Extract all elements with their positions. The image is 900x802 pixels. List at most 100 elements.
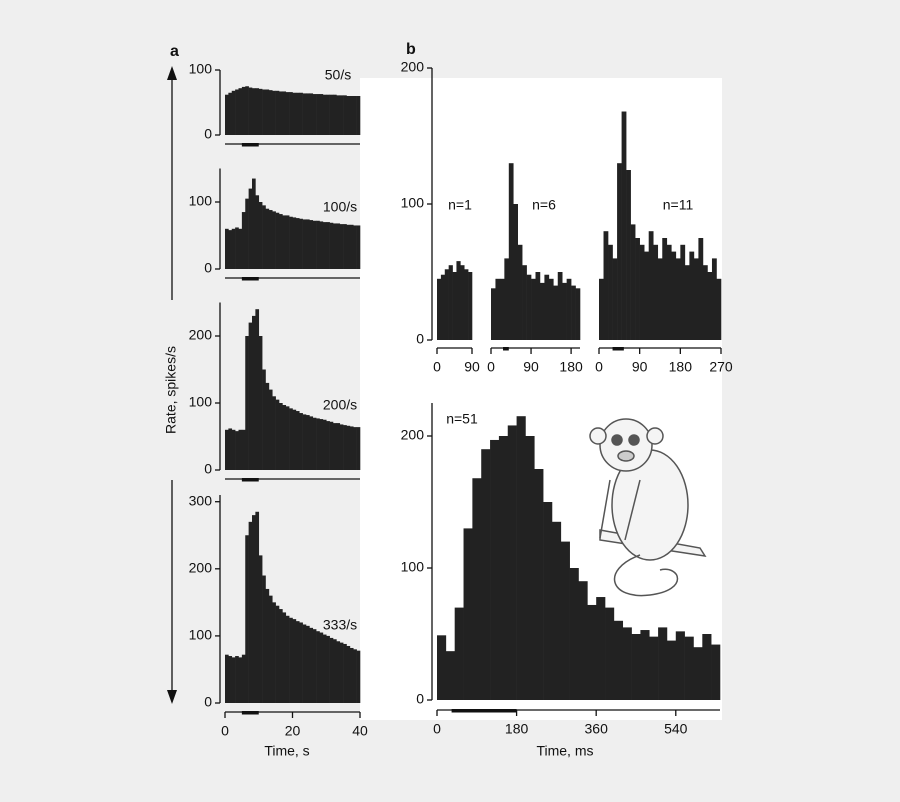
bar: [282, 405, 287, 470]
y-tick-label: 0: [204, 461, 212, 477]
stimulus-bar: [451, 709, 517, 713]
bar: [262, 89, 266, 135]
bar: [319, 221, 324, 269]
bar: [463, 528, 473, 700]
bar: [333, 223, 337, 269]
bar: [302, 93, 307, 135]
bar: [464, 269, 469, 340]
bar: [343, 643, 347, 703]
bar: [336, 641, 341, 703]
bar: [535, 272, 541, 340]
bar: [560, 541, 570, 700]
bar: [299, 413, 303, 470]
bar: [544, 274, 550, 340]
bar: [312, 629, 317, 703]
bar: [258, 336, 263, 470]
bar: [468, 272, 473, 340]
bar: [245, 336, 249, 470]
arrow-head: [167, 690, 177, 704]
bar: [612, 258, 618, 340]
y-tick-label: 200: [189, 327, 213, 343]
bar: [231, 429, 236, 470]
bar: [258, 202, 263, 269]
bar: [275, 90, 280, 135]
bar: [452, 272, 457, 340]
bar: [268, 389, 273, 470]
bar: [238, 228, 243, 269]
bar: [522, 265, 527, 340]
y-tick-label: 200: [401, 59, 425, 75]
bar: [437, 635, 447, 700]
bar: [285, 215, 290, 269]
bar: [292, 409, 297, 470]
bar: [228, 656, 233, 703]
bar: [238, 657, 243, 703]
bar: [356, 650, 361, 703]
x-tick-label: 0: [433, 721, 441, 737]
bar: [440, 274, 446, 340]
y-tick-label: 200: [189, 560, 213, 576]
bar: [285, 406, 290, 470]
bar: [231, 90, 236, 135]
bar: [517, 244, 523, 340]
bar: [543, 502, 553, 700]
bar: [295, 218, 300, 269]
bar: [613, 620, 624, 700]
bar: [356, 427, 361, 470]
x-tick-label: 90: [632, 359, 648, 375]
bar: [326, 94, 330, 135]
y-tick-label: 0: [204, 260, 212, 276]
bar: [255, 88, 260, 135]
bar: [346, 645, 351, 703]
bar: [525, 436, 535, 700]
y-tick-label: 100: [401, 559, 425, 575]
bar: [235, 89, 239, 135]
bar: [716, 278, 722, 340]
bar: [268, 210, 273, 269]
bar: [557, 272, 563, 340]
y-tick-label: 100: [189, 193, 213, 209]
bar: [231, 228, 236, 269]
monkey-sketch: [589, 418, 707, 597]
y-tick-label: 0: [204, 694, 212, 710]
bar: [326, 222, 330, 269]
bar: [265, 382, 270, 470]
bar: [322, 419, 327, 470]
bar: [329, 421, 334, 470]
bar: [333, 639, 337, 703]
bar: [279, 214, 283, 269]
bar: [658, 627, 668, 700]
bar: [268, 90, 273, 135]
bar: [265, 588, 270, 703]
bar: [272, 211, 276, 269]
stimulus-bar: [503, 347, 509, 351]
x-tick-label: 180: [505, 721, 529, 737]
bar: [326, 421, 330, 470]
stimulus-bar: [241, 478, 259, 482]
bar: [262, 369, 266, 470]
x-tick-label: 360: [585, 721, 609, 737]
x-tick-label: 0: [433, 359, 441, 375]
bar: [252, 315, 256, 470]
bar: [353, 225, 357, 269]
bar: [289, 408, 293, 470]
bar: [225, 429, 229, 470]
bar: [626, 170, 631, 340]
bar: [238, 429, 243, 470]
bar: [698, 238, 704, 340]
bar: [343, 95, 347, 135]
bar: [534, 469, 544, 700]
series-label: n=1: [448, 197, 472, 213]
panel-label: a: [170, 43, 179, 60]
bar: [316, 631, 320, 703]
bar: [702, 634, 712, 700]
bar: [490, 439, 500, 700]
bar: [285, 92, 290, 135]
bar: [346, 425, 351, 470]
bar: [306, 625, 310, 703]
bar: [498, 436, 509, 700]
bar: [255, 511, 260, 703]
series-label: n=11: [663, 197, 694, 213]
bar: [228, 92, 233, 135]
bar: [299, 218, 303, 269]
